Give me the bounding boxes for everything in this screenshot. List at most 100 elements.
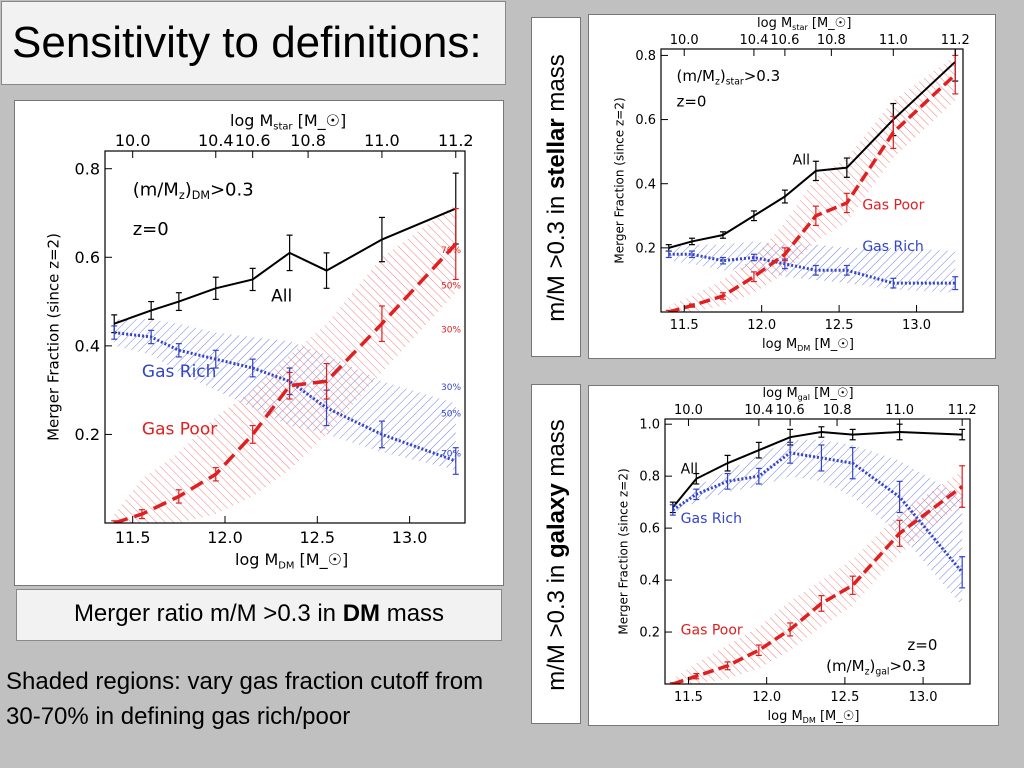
gas-poor-error-bar: [849, 575, 856, 595]
gas-poor-error-bar: [724, 661, 731, 671]
stellar-label-prefix: m/M >0.3 in: [543, 189, 570, 322]
y-tick-label: 0.4: [639, 574, 660, 589]
top-x-tick-label: 11.0: [885, 403, 914, 418]
x-axis-label: log MDM​ [M_☉]: [768, 709, 860, 725]
gas-poor-error-bar: [812, 205, 819, 227]
top-x-tick-label: 11.0: [879, 33, 908, 48]
annotation: (m/Mz​)gal​>0.3: [826, 657, 926, 677]
gas-poor-error-bar: [212, 467, 219, 482]
annotation: z=0: [907, 636, 937, 654]
y-tick-label: 0.2: [639, 626, 660, 641]
all-error-bar: [212, 276, 219, 300]
galaxy-label-bold: galaxy: [543, 483, 570, 559]
gas-rich-error-bar: [688, 250, 695, 259]
gas-poor-band: [672, 470, 963, 684]
gas-rich-band: [672, 439, 963, 607]
gas-poor-error-bar: [378, 305, 385, 343]
gas-rich-error-bar: [843, 264, 850, 276]
gas-rich-error-bar: [724, 472, 731, 490]
series-label-gas-rich: Gas Rich: [142, 362, 217, 382]
y-tick-label: 0.4: [635, 177, 656, 192]
gas-poor-error-bar: [719, 292, 726, 300]
chart-panel-dm: 11.5 12.0 12.5 13.0 10.0 10.4 10.6 10.8 11.0 11.2…: [14, 100, 504, 586]
percent-label: 70%: [441, 450, 461, 460]
slide-title: Sensitivity to definitions:: [12, 18, 482, 67]
dm-caption-prefix: Merger ratio m/M >0.3 in: [73, 600, 343, 627]
gas-rich-error-bar: [212, 349, 219, 369]
gas-rich-error-bar: [249, 358, 256, 378]
gas-poor-error-bar: [818, 595, 825, 612]
gas-rich-error-bar: [787, 441, 794, 464]
all-error-bar: [323, 252, 330, 289]
chart-panel-stellar: 11.5 12.0 12.5 13.0 10.0 10.4 10.6 10.8 11.0 11.2…: [588, 14, 996, 359]
gas-rich-error-bar: [148, 329, 155, 345]
x-tick-label: 12.0: [747, 318, 776, 333]
x-axis-label: log MDM​ [M_☉]: [235, 550, 348, 572]
x-tick-label: 13.0: [392, 528, 428, 547]
x-tick-label: 11.5: [674, 690, 703, 705]
chart-galaxy-mass: 11.5 12.0 12.5 13.0 10.0 10.4 10.6 10.8 11.0 11.2…: [616, 386, 977, 725]
gas-poor-error-bar: [959, 465, 966, 508]
gas-rich-error-bar: [959, 556, 966, 589]
x-tick-label: 12.0: [207, 528, 243, 547]
y-tick-label: 0.2: [75, 425, 100, 444]
y-tick-label: 1.0: [639, 418, 660, 433]
gas-poor-error-bar: [138, 509, 145, 520]
gas-rich-error-bar: [750, 253, 757, 262]
all-error-bar: [812, 160, 819, 182]
all-error-bar: [843, 157, 850, 178]
gas-poor-error-bar: [755, 644, 762, 657]
percent-label: 30%: [441, 383, 461, 393]
y-tick-label: 0.8: [639, 470, 660, 485]
top-x-axis-label: log Mstar​ [M_☉]: [230, 111, 346, 133]
percent-label: 70%: [441, 246, 461, 256]
y-tick-label: 0.6: [75, 248, 100, 267]
gas-poor-error-bar: [175, 489, 182, 504]
gas-rich-error-bar: [719, 256, 726, 265]
gas-poor-error-bar: [693, 673, 700, 680]
gas-poor-error-bar: [750, 271, 757, 283]
gas-poor-error-bar: [688, 303, 695, 308]
top-x-tick-label: 10.4: [744, 403, 773, 418]
gas-poor-line: [113, 242, 458, 523]
y-axis-label: Merger Fraction (since z=2): [45, 233, 63, 441]
gas-poor-error-bar: [249, 424, 256, 444]
series-label-gas-rich: Gas Rich: [862, 239, 923, 255]
dm-caption-bold: DM: [342, 600, 381, 627]
gas-rich-error-bar: [452, 447, 459, 475]
galaxy-label-prefix: m/M >0.3 in: [543, 558, 570, 691]
y-tick-label: 0.8: [635, 49, 656, 64]
gas-poor-error-bar: [111, 520, 118, 523]
top-x-tick-label: 10.0: [115, 131, 151, 150]
galaxy-label-suffix: mass: [543, 419, 570, 484]
x-tick-label: 11.5: [115, 528, 151, 547]
series-label-gas-poor: Gas Poor: [142, 419, 217, 439]
annotation: z=0: [133, 219, 169, 240]
gas-rich-error-bar: [896, 480, 903, 514]
plot-area: [111, 172, 459, 523]
gas-rich-error-bar: [849, 446, 856, 480]
gas-poor-error-bar: [286, 371, 293, 400]
gas-rich-error-bar: [665, 250, 672, 259]
x-tick-label: 12.0: [752, 690, 781, 705]
percent-label: 50%: [441, 281, 461, 291]
dm-caption: Merger ratio m/M >0.3 in DM mass: [16, 589, 502, 641]
top-x-tick-label: 10.8: [823, 403, 852, 418]
y-tick-label: 0.8: [75, 159, 100, 178]
all-error-bar: [755, 441, 762, 459]
y-tick-label: 0.6: [639, 522, 660, 537]
top-x-tick-label: 10.6: [776, 403, 805, 418]
series-label-gas-rich: Gas Rich: [681, 511, 742, 527]
top-x-tick-label: 11.2: [948, 403, 977, 418]
gas-poor-error-bar: [669, 682, 676, 684]
gas-rich-error-bar: [812, 264, 819, 276]
stellar-label-suffix: mass: [543, 54, 570, 119]
gas-rich-error-bar: [755, 467, 762, 485]
gas-rich-error-bar: [175, 343, 182, 358]
percent-label: 50%: [441, 410, 461, 420]
y-tick-label: 0.6: [635, 113, 656, 128]
galaxy-mass-label: m/M >0.3 in galaxy mass: [531, 384, 581, 724]
gas-poor-error-bar: [843, 192, 850, 214]
all-error-bar: [818, 426, 825, 438]
gas-poor-error-bar: [890, 115, 897, 150]
